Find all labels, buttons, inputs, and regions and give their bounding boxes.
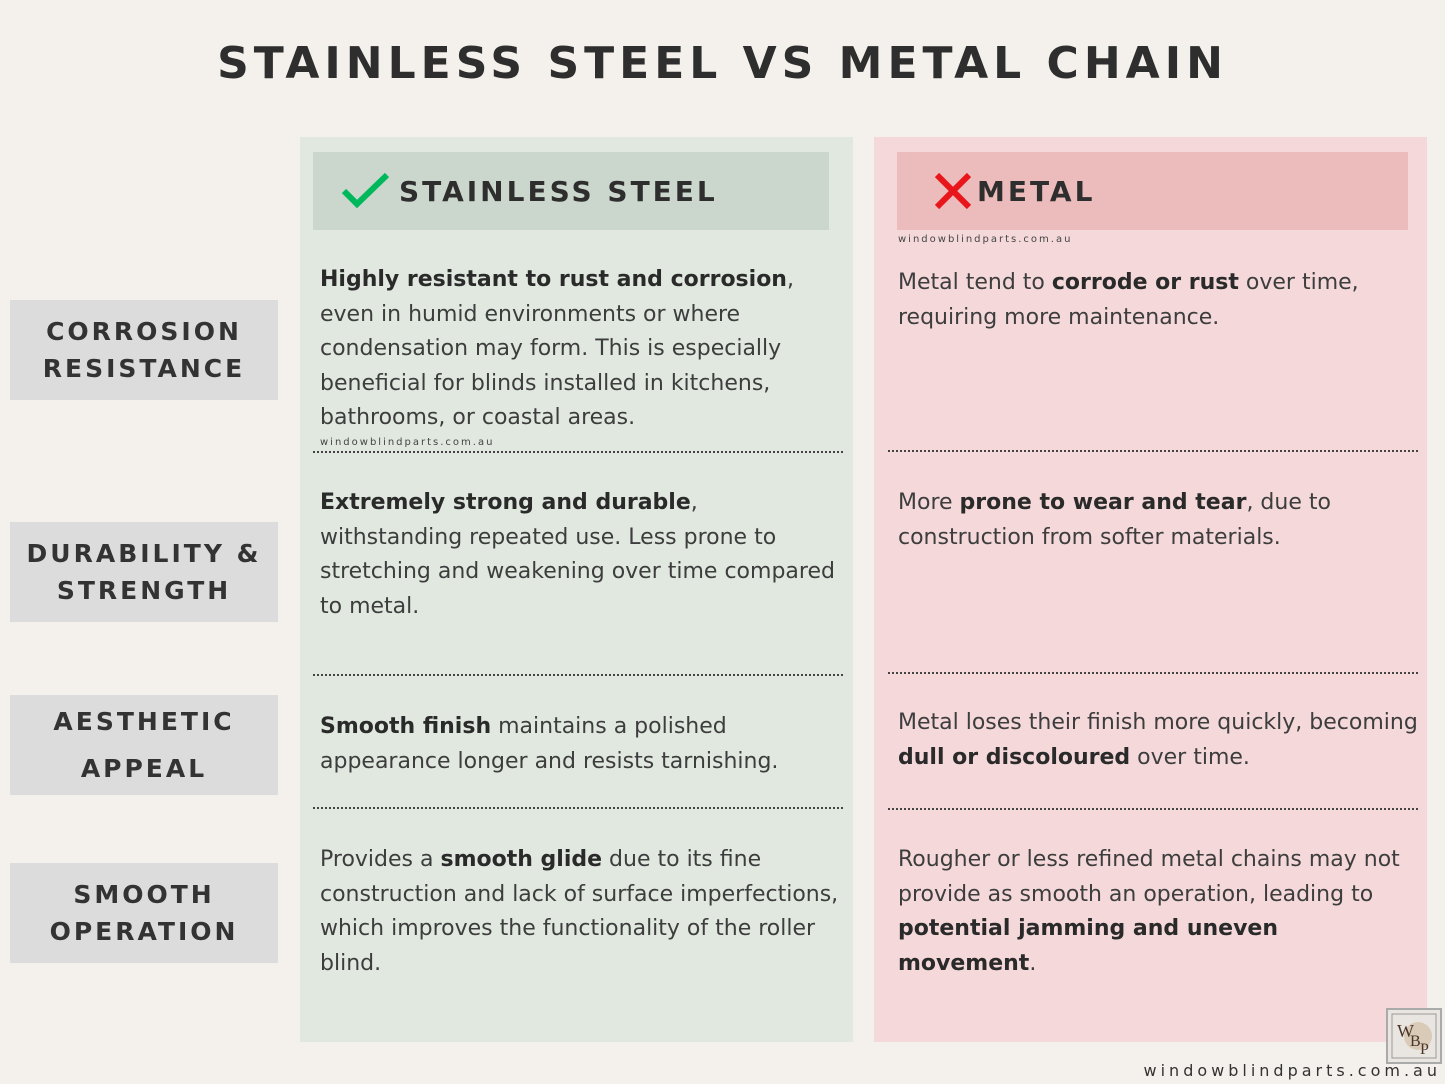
bold-text: Extremely strong and durable	[320, 490, 691, 515]
stainless-steel-header: STAINLESS STEEL	[313, 152, 829, 230]
text-segment: .	[1029, 950, 1037, 976]
text-segment: maintains a polished appearance longer a…	[320, 714, 779, 774]
row-label-corrosion-resistance: CORROSION RESISTANCE	[10, 300, 278, 400]
divider	[313, 451, 843, 453]
metal-column	[874, 137, 1427, 1042]
bold-text: prone to wear and tear	[959, 490, 1247, 515]
text-segment: Rougher or less refined metal chains may…	[898, 847, 1400, 907]
text-segment: over time, requiring more maintenance.	[898, 270, 1359, 330]
text-segment: due to its fine construction and lack of…	[320, 847, 839, 976]
footer-website: windowblindparts.com.au	[1143, 1061, 1441, 1080]
label-line: CORROSION	[46, 317, 242, 346]
divider	[888, 672, 1418, 674]
metal-header: METAL	[897, 152, 1408, 230]
text-segment: , even in humid environments or where co…	[320, 267, 794, 430]
text-segment: over time.	[1130, 744, 1250, 770]
svg-text:B: B	[1410, 1033, 1421, 1050]
metal-header-label: METAL	[977, 174, 1096, 208]
metal-durability-text: More prone to wear and tear, due to cons…	[898, 486, 1418, 555]
text-segment: , withstanding repeated use. Less prone …	[320, 490, 835, 619]
watermark: windowblindparts.com.au	[320, 437, 495, 448]
divider	[313, 674, 843, 676]
row-label-aesthetic-appeal: AESTHETIC APPEAL	[10, 695, 278, 795]
divider	[888, 808, 1418, 810]
label-line: AESTHETIC	[53, 707, 235, 736]
label-line: OPERATION	[49, 917, 239, 946]
text-segment: , due to construction from softer materi…	[898, 490, 1331, 550]
watermark: windowblindparts.com.au	[898, 234, 1073, 245]
page-title: STAINLESS STEEL VS METAL CHAIN	[217, 38, 1228, 89]
svg-text:W: W	[1397, 1021, 1414, 1041]
bold-text: dull or discoloured	[898, 744, 1131, 770]
text-segment: Metal loses their finish more quickly, b…	[898, 710, 1418, 735]
metal-corrosion-text: Metal tend to corrode or rust over time,…	[898, 266, 1418, 335]
divider	[313, 807, 843, 809]
bold-text: potential jamming and uneven movement	[898, 916, 1278, 976]
text-segment: More	[898, 490, 960, 515]
stainless-steel-column	[300, 137, 853, 1042]
stainless-steel-header-label: STAINLESS STEEL	[399, 174, 718, 208]
row-label-smooth-operation: SMOOTH OPERATION	[10, 863, 278, 963]
bold-text: corrode or rust	[1051, 270, 1239, 295]
text-segment: Provides a	[320, 847, 441, 872]
check-icon	[341, 172, 390, 209]
row-label-durability-strength: DURABILITY & STRENGTH	[10, 522, 278, 622]
bold-text: Highly resistant to rust and corrosion	[320, 267, 787, 292]
svg-text:P: P	[1420, 1041, 1429, 1058]
metal-operation-text: Rougher or less refined metal chains may…	[898, 843, 1418, 981]
label-line: RESISTANCE	[42, 354, 246, 383]
label-line: SMOOTH	[73, 880, 215, 909]
label-line: DURABILITY &	[26, 539, 262, 568]
label-line: APPEAL	[80, 754, 208, 783]
steel-aesthetic-text: Smooth finish maintains a polished appea…	[320, 710, 845, 779]
steel-corrosion-text: Highly resistant to rust and corrosion, …	[320, 263, 845, 436]
cross-icon	[934, 172, 972, 210]
metal-aesthetic-text: Metal loses their finish more quickly, b…	[898, 706, 1418, 775]
label-line: STRENGTH	[56, 576, 232, 605]
bold-text: smooth glide	[440, 847, 603, 872]
divider	[888, 450, 1418, 452]
bold-text: Smooth finish	[320, 714, 492, 739]
steel-durability-text: Extremely strong and durable, withstandi…	[320, 486, 845, 624]
text-segment: Metal tend to	[898, 270, 1052, 295]
steel-operation-text: Provides a smooth glide due to its fine …	[320, 843, 845, 981]
